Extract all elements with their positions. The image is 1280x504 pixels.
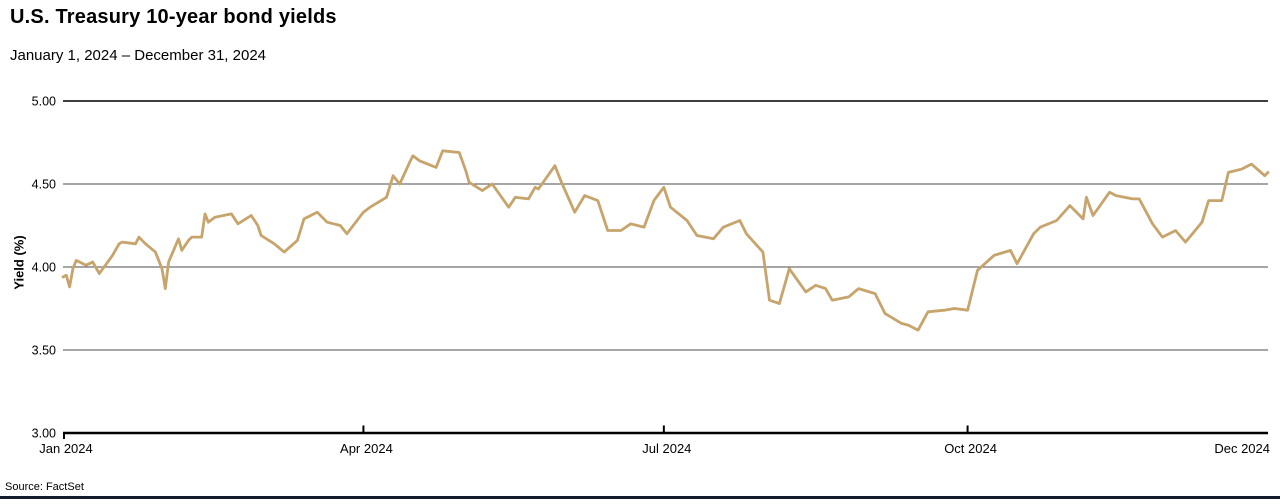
x-tick-label: Oct 2024 bbox=[944, 441, 997, 456]
x-tick-label: Apr 2024 bbox=[340, 441, 393, 456]
y-tick-label: 3.00 bbox=[32, 427, 56, 441]
page-title: U.S. Treasury 10-year bond yields bbox=[10, 6, 337, 28]
y-tick-label: 3.50 bbox=[32, 344, 56, 358]
x-tick-label: Jul 2024 bbox=[642, 441, 691, 456]
y-tick-label: 4.00 bbox=[32, 261, 56, 275]
y-tick-label: 5.00 bbox=[32, 95, 56, 109]
x-tick-label: Jan 2024 bbox=[39, 441, 93, 456]
y-tick-label: 4.50 bbox=[32, 178, 56, 192]
yield-line-series bbox=[61, 149, 1270, 332]
source-attribution: Source: FactSet bbox=[5, 481, 84, 493]
chart-subtitle-date-range: January 1, 2024 – December 31, 2024 bbox=[10, 47, 267, 64]
x-tick-label: Dec 2024 bbox=[1214, 441, 1270, 456]
footer-divider-bar bbox=[0, 496, 1280, 499]
